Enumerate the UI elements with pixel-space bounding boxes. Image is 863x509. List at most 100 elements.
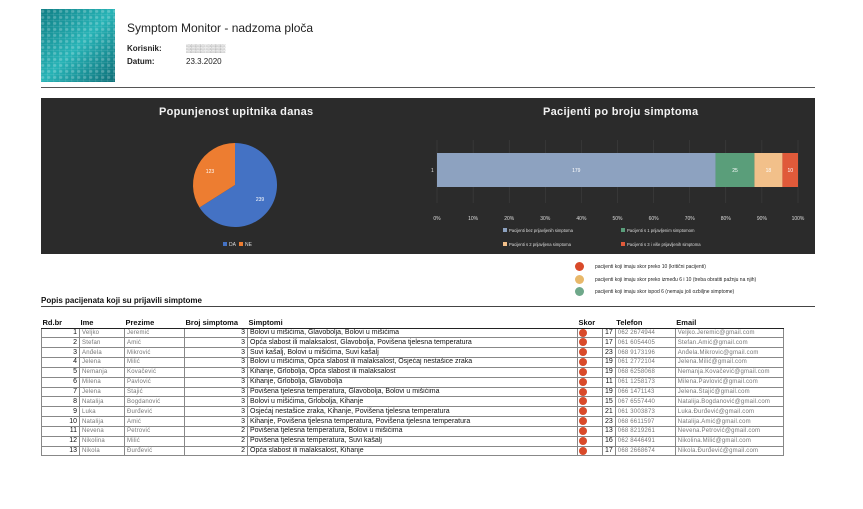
row-symptoms: Bolovi u mišićima, Glavobolja, Bolovi u … bbox=[247, 327, 578, 339]
pie-legend-swatch bbox=[239, 242, 243, 246]
row-score: 17 bbox=[602, 337, 616, 349]
row-email: Jelena.Milić@gmail.com bbox=[674, 357, 784, 368]
bar-segment-0 bbox=[437, 153, 716, 187]
row-score: 13 bbox=[602, 425, 616, 437]
row-score: 19 bbox=[602, 357, 616, 368]
table-row[interactable]: 2 Stefan Amić 3 Opća slabost ili malaksalost… bbox=[41, 337, 784, 349]
row-score-indicator bbox=[577, 366, 603, 378]
row-number: 2 bbox=[41, 337, 80, 349]
row-symptoms: Suvi kašalj, Bolovi u mišićima, Suvi kaš… bbox=[247, 347, 578, 359]
row-symptom-count: 3 bbox=[184, 347, 248, 359]
page-bottom bbox=[0, 472, 863, 509]
row-last-name: Amić bbox=[124, 337, 185, 349]
red-dot-icon bbox=[579, 397, 587, 406]
bar-x-tick: 10% bbox=[468, 216, 479, 222]
table-row[interactable]: 8 Natalija Bogdanović 3 Bolovi u mišićima, G… bbox=[41, 396, 784, 408]
row-phone: 068 2668674 bbox=[614, 445, 676, 457]
row-symptom-count: 2 bbox=[184, 425, 248, 437]
row-score: 21 bbox=[602, 406, 616, 418]
col-simptomi: Simptomi bbox=[247, 318, 578, 329]
table-row[interactable]: 3 Anđela Mikrović 3 Suvi kašalj, Bolovi u mi… bbox=[41, 347, 784, 359]
row-score: 15 bbox=[602, 396, 616, 408]
row-phone: 068 8219261 bbox=[614, 425, 676, 437]
pie-legend-label: DA bbox=[229, 242, 237, 248]
red-dot-icon bbox=[579, 417, 587, 426]
bar-data-label: 10 bbox=[787, 168, 793, 174]
row-symptoms: Kihanje, Grlobolja, Opća slabost ili mal… bbox=[247, 366, 578, 378]
row-phone: 061 1258173 bbox=[614, 376, 676, 388]
table-row[interactable]: 4 Jelena Milić 3 Bolovi u mišićima, Opća sla… bbox=[41, 357, 784, 368]
row-score-indicator bbox=[577, 435, 603, 447]
user-value: ▒▒▒▒ ▒▒▒▒ bbox=[186, 44, 226, 53]
row-symptoms: Bolovi u mišićima, Grlobolja, Kihanje bbox=[247, 396, 578, 408]
table-row[interactable]: 9 Luka Đurđević 3 Osjećaj nestašice zraka, K… bbox=[41, 406, 784, 418]
row-number: 5 bbox=[41, 366, 80, 378]
row-first-name: Nikolina bbox=[79, 435, 125, 447]
row-email: Natalija.Amić@gmail.com bbox=[674, 416, 784, 427]
table-row[interactable]: 1 Veljko Jeremić 3 Bolovi u mišićima, Glavob… bbox=[41, 327, 784, 339]
row-score: 11 bbox=[602, 376, 616, 388]
table-row[interactable]: 6 Milena Pavlović 3 Kihanje, Grlobolja, Glav… bbox=[41, 376, 784, 388]
row-last-name: Kovačević bbox=[124, 366, 185, 378]
table-row[interactable]: 10 Natalija Amić 3 Kihanje, Povišena tjelesn… bbox=[41, 416, 784, 427]
row-score-indicator bbox=[577, 425, 603, 437]
table-row[interactable]: 7 Jelena Stajić 3 Povišena tjelesna temperat… bbox=[41, 386, 784, 398]
row-first-name: Jelena bbox=[79, 386, 125, 398]
row-symptoms: Kihanje, Povišena tjelesna temperatura, … bbox=[247, 416, 578, 427]
row-first-name: Nevena bbox=[79, 425, 125, 437]
row-score-indicator bbox=[577, 376, 603, 388]
row-first-name: Nikola bbox=[79, 445, 125, 457]
bar-legend-label: Pacijenti bez prijavljenih simptoma bbox=[509, 228, 574, 233]
red-dot-icon bbox=[579, 447, 587, 455]
row-number: 1 bbox=[41, 327, 80, 339]
row-score-indicator bbox=[577, 337, 603, 349]
bar-legend-swatch bbox=[503, 242, 507, 246]
row-score: 19 bbox=[602, 386, 616, 398]
row-score: 23 bbox=[602, 416, 616, 427]
score-legend-green-text: pacijenti koji imaju skor ispod 6 (nemaj… bbox=[595, 289, 735, 295]
table-header: Rd.br Ime Prezime Broj simptoma Simptomi… bbox=[41, 318, 784, 329]
row-symptom-count: 3 bbox=[184, 376, 248, 388]
row-phone: 061 6054405 bbox=[614, 337, 676, 349]
row-score: 17 bbox=[602, 327, 616, 339]
row-email: Luka.Đurđević@gmail.com bbox=[674, 406, 784, 418]
row-last-name: Đurđević bbox=[124, 406, 185, 418]
col-email: Email bbox=[675, 318, 784, 329]
bar-chart-title: Pacijenti po broju simptoma bbox=[543, 106, 699, 118]
bar-segment-2 bbox=[754, 153, 783, 187]
table-row[interactable]: 13 Nikola Đurđević 2 Opća slabost ili malaks… bbox=[41, 445, 784, 457]
row-email: Anđela.Mikrovic@gmail.com bbox=[674, 347, 784, 359]
row-email: Nevena.Petrović@gmail.com bbox=[674, 425, 784, 437]
bar-data-label: 18 bbox=[766, 168, 772, 174]
row-symptoms: Osjećaj nestašice zraka, Kihanje, Poviše… bbox=[247, 406, 578, 418]
bar-data-label: 25 bbox=[732, 168, 738, 174]
pie-slice-da bbox=[199, 143, 277, 227]
bar-legend-swatch bbox=[503, 228, 507, 232]
table-row[interactable]: 12 Nikolina Milić 2 Povišena tjelesna temper… bbox=[41, 435, 784, 447]
row-last-name: Petrović bbox=[124, 425, 185, 437]
row-score-indicator bbox=[577, 406, 603, 418]
row-score-indicator bbox=[577, 416, 603, 427]
row-score-indicator bbox=[577, 396, 603, 408]
col-telefon: Telefon bbox=[615, 318, 676, 329]
row-email: Nikolina.Milić@gmail.com bbox=[674, 435, 784, 447]
row-symptoms: Povišena tjelesna temperatura, Suvi kaša… bbox=[247, 435, 578, 447]
table-row[interactable]: 11 Nevena Petrović 2 Povišena tjelesna tempe… bbox=[41, 425, 784, 437]
user-label: Korisnik: bbox=[127, 44, 162, 53]
row-last-name: Mikrović bbox=[124, 347, 185, 359]
bar-x-tick: 90% bbox=[757, 216, 768, 222]
bar-segment-3 bbox=[782, 153, 798, 187]
col-skor: Skor bbox=[577, 318, 616, 329]
bar-legend-swatch bbox=[621, 228, 625, 232]
red-dot-icon bbox=[579, 338, 587, 347]
row-symptom-count: 3 bbox=[184, 416, 248, 427]
bar-legend-label: Pacijenti s 1 prijavljenim simptomom bbox=[627, 228, 695, 233]
row-score-indicator bbox=[577, 347, 603, 359]
table-row[interactable]: 5 Nemanja Kovačević 3 Kihanje, Grlobolja, Op… bbox=[41, 366, 784, 378]
row-symptoms: Kihanje, Grlobolja, Glavobolja bbox=[247, 376, 578, 388]
row-number: 12 bbox=[41, 435, 80, 447]
row-first-name: Anđela bbox=[79, 347, 125, 359]
red-dot-icon bbox=[579, 437, 587, 445]
patient-list-divider bbox=[41, 306, 815, 307]
red-dot-icon bbox=[579, 348, 587, 357]
